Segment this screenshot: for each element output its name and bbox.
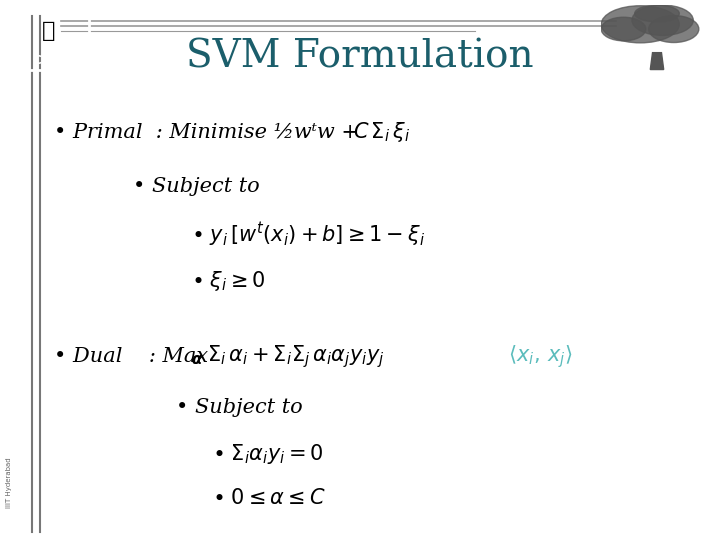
Text: $\langle x_i,\, x_j\rangle$: $\langle x_i,\, x_j\rangle$ [508,343,572,370]
Text: $\bullet\; \xi_i \geq 0$: $\bullet\; \xi_i \geq 0$ [191,269,265,293]
Text: SVM Formulation: SVM Formulation [186,38,534,75]
Text: • Primal  : Minimise ½wᵗw +: • Primal : Minimise ½wᵗw + [54,123,366,142]
Text: 👁: 👁 [42,21,55,41]
Ellipse shape [601,17,646,41]
Text: $\bullet\; 0 \leq \alpha \leq C$: $\bullet\; 0 \leq \alpha \leq C$ [212,488,326,508]
Ellipse shape [601,6,679,43]
Text: • Subject to: • Subject to [176,398,303,417]
Ellipse shape [634,5,680,22]
Text: • Subject to: • Subject to [133,177,260,196]
Text: $C\,\Sigma_i\,\xi_i$: $C\,\Sigma_i\,\xi_i$ [353,120,410,144]
Text: $_{\boldsymbol{\alpha}}\;\Sigma_i\,\alpha_i + \Sigma_i\Sigma_j\,\alpha_i\alpha_j: $_{\boldsymbol{\alpha}}\;\Sigma_i\,\alph… [191,343,384,370]
Text: IIIT Hyderabad: IIIT Hyderabad [6,457,12,508]
Polygon shape [650,52,664,70]
Text: $\bullet\; y_i\,[w^t(x_i) + b] \geq 1 - \xi_i$: $\bullet\; y_i\,[w^t(x_i) + b] \geq 1 - … [191,220,425,249]
Text: CVIT: CVIT [32,54,65,68]
Text: • Dual    : Max: • Dual : Max [54,347,208,366]
Ellipse shape [632,5,693,36]
Ellipse shape [649,16,699,43]
Text: $\bullet\; \Sigma_i\alpha_i y_i = 0$: $\bullet\; \Sigma_i\alpha_i y_i = 0$ [212,442,324,465]
